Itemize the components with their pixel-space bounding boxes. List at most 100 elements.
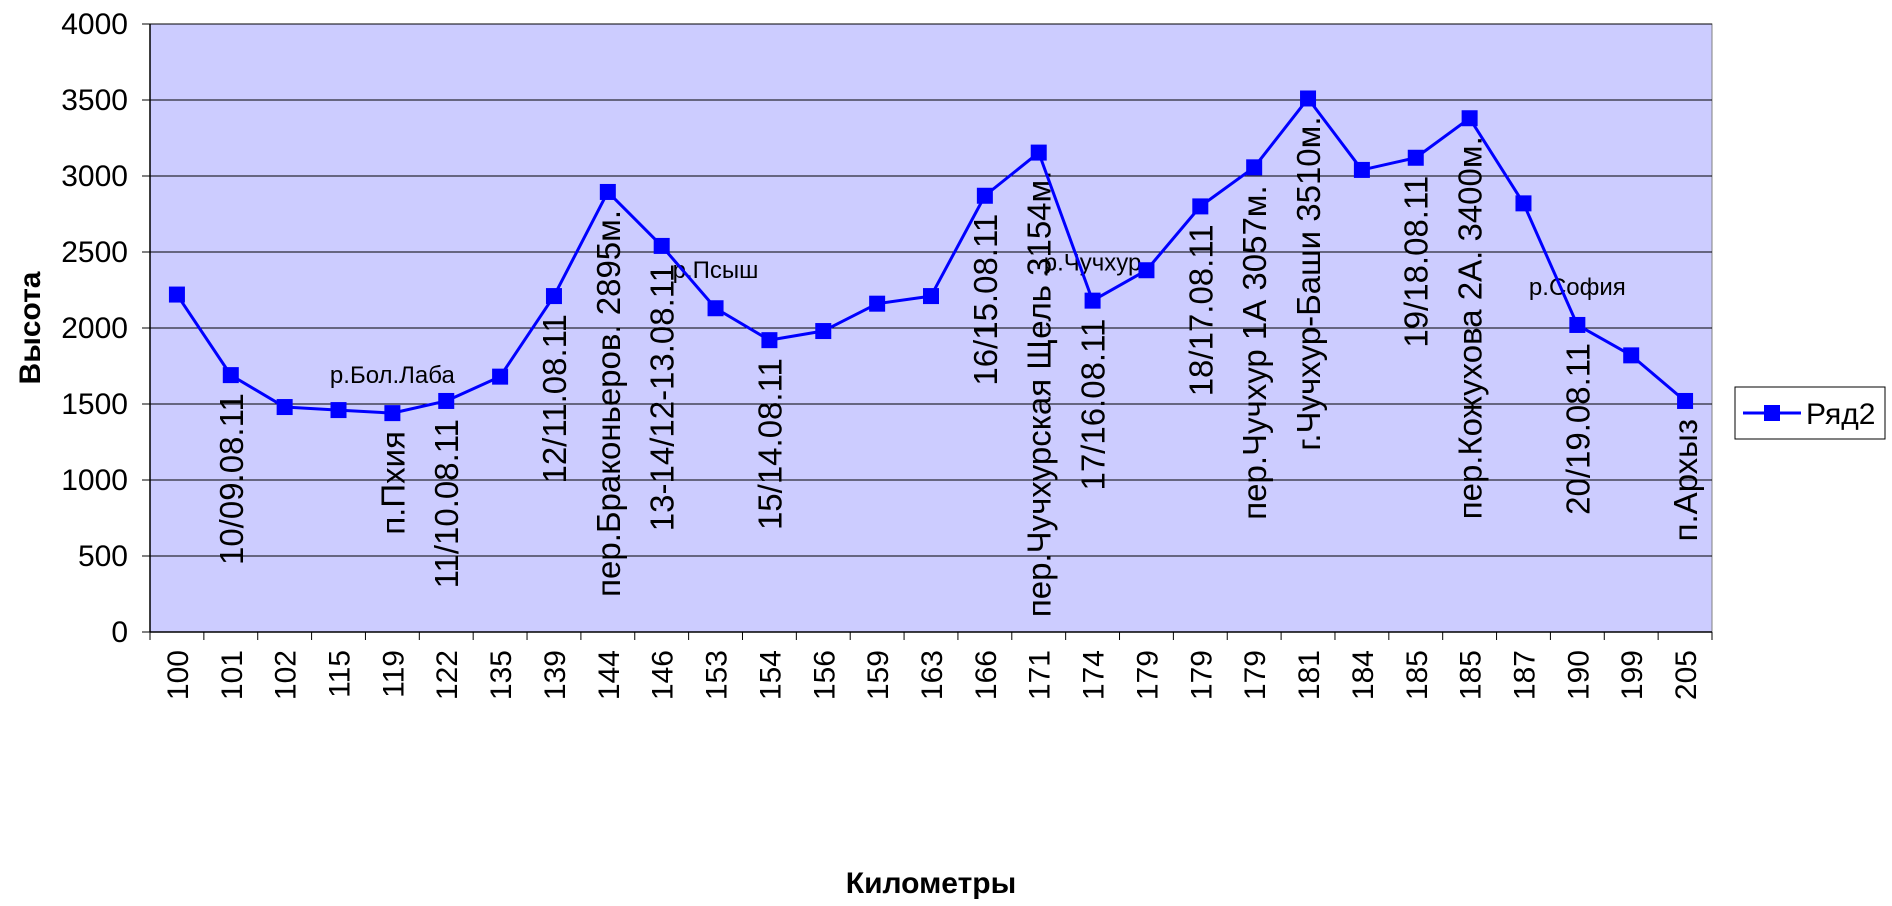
axes xyxy=(142,23,1713,640)
data-point-marker xyxy=(1300,90,1317,107)
annotations: 10/09.08.11 р.Бол.Лаба п.Пхия 11/10.08.11 12… xyxy=(213,116,1704,617)
point-annotation: 12/11.08.11 xyxy=(536,314,573,483)
gridlines xyxy=(150,23,1712,557)
x-tick-label: 184 xyxy=(1347,650,1380,700)
x-tick-label: 179 xyxy=(1131,650,1164,700)
x-tick-label: 135 xyxy=(485,650,518,700)
x-tick-label: 185 xyxy=(1401,650,1434,700)
x-tick-label: 181 xyxy=(1293,650,1326,700)
data-point-marker xyxy=(707,300,724,317)
x-tick-label: 187 xyxy=(1508,650,1541,700)
x-tick-label: 159 xyxy=(862,650,895,700)
point-annotation: 17/16.08.11 xyxy=(1075,319,1112,491)
x-tick-label: 156 xyxy=(808,650,841,700)
point-annotation: 13-14/12-13.08.11 xyxy=(644,264,681,531)
data-point-marker xyxy=(1192,198,1209,215)
x-tick-label: 154 xyxy=(754,650,787,700)
data-point-marker xyxy=(1407,149,1424,166)
x-tick-label: 119 xyxy=(377,650,410,698)
data-point-marker xyxy=(384,405,401,422)
data-point-marker xyxy=(1569,316,1586,333)
x-tick-label: 153 xyxy=(701,650,734,700)
x-tick-label: 179 xyxy=(1185,650,1218,700)
y-tick-label: 0 xyxy=(111,616,128,649)
point-annotation: р.Чучхур xyxy=(1044,250,1142,277)
y-tick-labels: 0 500 1000 1500 2000 2500 3000 3500 4000 xyxy=(61,8,128,649)
data-point-marker xyxy=(599,183,616,200)
point-annotation: г.Чучхур-Баши 3510м. xyxy=(1290,116,1327,450)
data-point-marker xyxy=(1515,195,1532,212)
x-axis-title: Километры xyxy=(846,867,1016,900)
y-tick-label: 500 xyxy=(78,540,128,573)
data-point-marker xyxy=(869,295,886,312)
point-annotation: 19/18.08.11 xyxy=(1398,176,1435,348)
point-annotation: 15/14.08.11 xyxy=(751,358,788,530)
y-tick-label: 1000 xyxy=(61,464,128,497)
data-point-marker xyxy=(276,399,293,416)
point-annotation: 20/19.08.11 xyxy=(1559,343,1596,515)
data-point-marker xyxy=(1084,292,1101,309)
x-tick-label: 101 xyxy=(216,650,249,700)
point-annotation: 16/15.08.11 xyxy=(967,214,1004,386)
point-annotation: пер.Чучхурская Щель 3154м. xyxy=(1021,171,1058,618)
data-point-marker xyxy=(1246,159,1263,176)
legend-label: Ряд2 xyxy=(1806,398,1875,431)
data-point-marker xyxy=(545,288,562,305)
x-tick-labels: 100 101 102 115 119 122 135 139 144 146 153 154 156 1… xyxy=(162,650,1703,700)
data-point-marker xyxy=(168,286,185,303)
data-point-marker xyxy=(923,288,939,305)
y-axis-title: Высота xyxy=(14,271,47,384)
x-tick-label: 190 xyxy=(1562,650,1595,700)
data-point-marker xyxy=(1623,347,1640,364)
x-tick-label: 144 xyxy=(593,650,626,700)
point-annotation: 11/10.08.11 xyxy=(428,419,465,588)
y-tick-label: 4000 xyxy=(61,8,128,41)
point-annotation: пер.Браконьеров. 2895м. xyxy=(590,210,627,597)
point-annotation: 10/09.08.11 xyxy=(213,393,250,565)
point-annotation: пер.Кожухова 2А. 3400м. xyxy=(1452,136,1489,519)
data-point-marker xyxy=(653,237,670,254)
data-point-marker xyxy=(1677,392,1694,409)
y-tick-label: 2500 xyxy=(61,236,128,269)
x-tick-label: 185 xyxy=(1455,650,1488,700)
x-tick-label: 100 xyxy=(162,650,195,700)
x-tick-label: 166 xyxy=(970,650,1003,700)
x-tick-label: 122 xyxy=(431,650,464,700)
data-point-marker xyxy=(1461,110,1478,127)
legend-swatch-marker xyxy=(1764,405,1780,421)
x-tick-label: 205 xyxy=(1670,650,1703,700)
series-group xyxy=(168,90,1694,422)
x-tick-label: 146 xyxy=(647,650,680,700)
data-point-marker xyxy=(1030,144,1047,161)
x-tick-label: 179 xyxy=(1239,650,1272,700)
y-tick-label: 3000 xyxy=(61,160,128,193)
legend-box xyxy=(1734,386,1886,440)
x-tick-label: 115 xyxy=(324,650,357,698)
point-annotation: р.Псыш xyxy=(673,257,759,284)
y-tick-label: 1500 xyxy=(61,388,128,421)
point-annotation: р.Бол.Лаба xyxy=(330,362,456,389)
data-point-marker xyxy=(1138,262,1155,279)
x-tick-label: 174 xyxy=(1078,650,1111,700)
point-annotation: р.София xyxy=(1529,274,1626,301)
x-tick-label: 199 xyxy=(1616,650,1649,700)
data-point-marker xyxy=(815,323,832,340)
data-point-marker xyxy=(976,187,993,204)
x-tick-label: 163 xyxy=(916,650,949,700)
y-tick-label: 2000 xyxy=(61,312,128,345)
point-annotation: 18/17.08.11 xyxy=(1182,224,1219,396)
point-annotation: п.Архыз xyxy=(1667,419,1704,541)
y-tick-label: 3500 xyxy=(61,84,128,117)
data-point-marker xyxy=(761,332,778,349)
data-point-marker xyxy=(330,402,347,419)
data-point-marker xyxy=(438,392,455,409)
x-tick-label: 102 xyxy=(270,650,303,700)
legend: Ряд2 xyxy=(1734,386,1886,440)
x-tick-label: 171 xyxy=(1024,650,1057,700)
data-point-marker xyxy=(222,367,239,384)
data-point-marker xyxy=(1353,161,1370,178)
point-annotation: п.Пхия xyxy=(374,431,411,535)
point-annotation: пер.Чучхур 1А 3057м. xyxy=(1236,185,1273,519)
data-point-marker xyxy=(492,368,509,385)
